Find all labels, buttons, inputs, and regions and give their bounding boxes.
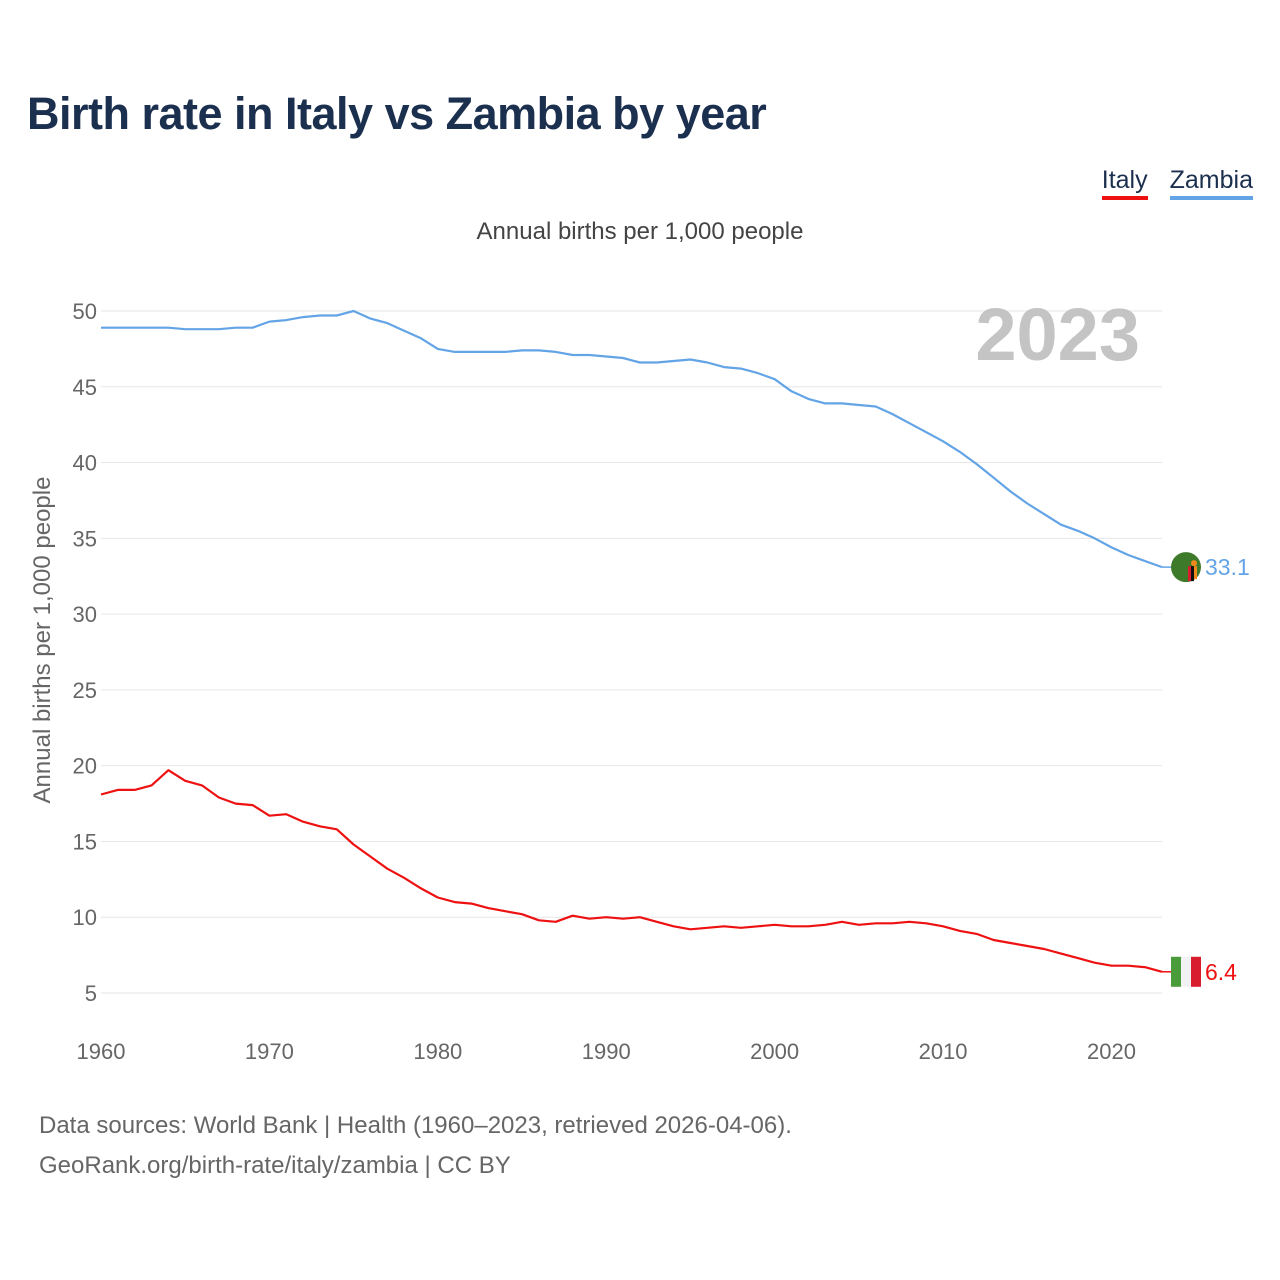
series-line-zambia (101, 309, 1163, 569)
x-tick-label-1960: 1960 (77, 1039, 126, 1064)
flag-italy-green (1171, 956, 1181, 987)
source-line-1: Data sources: World Bank | Health (1960–… (39, 1112, 792, 1139)
x-tick-label-2010: 2010 (919, 1039, 968, 1064)
end-value-label-italy: 6.4 (1205, 959, 1237, 985)
y-tick-label-50: 50 (73, 299, 97, 324)
flag-zambia-black (1191, 566, 1194, 582)
end-value-label-zambia: 33.1 (1205, 554, 1250, 580)
legend-item-italy[interactable]: Italy (1101, 166, 1148, 200)
y-tick-label-40: 40 (73, 451, 97, 476)
x-tick-label-1970: 1970 (245, 1039, 294, 1064)
y-tick-label-25: 25 (73, 678, 97, 703)
y-tick-label-10: 10 (73, 905, 97, 930)
flag-zambia-eagle (1191, 560, 1197, 567)
y-axis-label: Annual births per 1,000 people (29, 477, 56, 804)
page-title: Birth rate in Italy vs Zambia by year (27, 88, 767, 139)
year-watermark: 2023 (975, 293, 1140, 376)
series-line-italy (100, 769, 1163, 973)
legend: Italy Zambia (1101, 166, 1253, 200)
source-note: Data sources: World Bank | Health (1960–… (39, 1106, 792, 1186)
chart-subtitle: Annual births per 1,000 people (476, 218, 804, 245)
flag-italy-red (1191, 956, 1201, 987)
flag-zambia-red (1188, 566, 1191, 582)
flag-zambia-orange (1194, 566, 1197, 580)
x-tick-label-1980: 1980 (413, 1039, 462, 1064)
y-tick-label-20: 20 (73, 754, 97, 779)
source-line-2: GeoRank.org/birth-rate/italy/zambia | CC… (39, 1152, 511, 1179)
flag-italy-white (1181, 956, 1191, 987)
y-tick-label-15: 15 (73, 829, 97, 854)
y-tick-label-45: 45 (73, 375, 97, 400)
y-tick-label-35: 35 (73, 526, 97, 551)
x-tick-label-2020: 2020 (1087, 1039, 1136, 1064)
x-tick-label-1990: 1990 (582, 1039, 631, 1064)
x-tick-label-2000: 2000 (750, 1039, 799, 1064)
legend-item-zambia[interactable]: Zambia (1169, 166, 1253, 200)
y-tick-label-30: 30 (73, 602, 97, 627)
y-tick-label-5: 5 (85, 981, 97, 1006)
